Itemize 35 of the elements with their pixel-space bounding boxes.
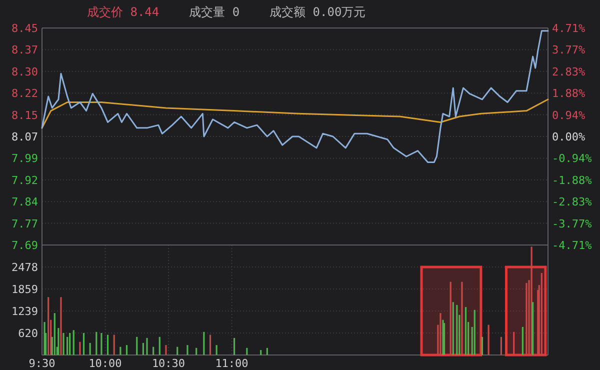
x-tick-label: 11:00 [215, 357, 248, 370]
text: 成交量 0 [189, 5, 240, 19]
y-tick-label: 1239 [12, 305, 38, 318]
y-tick-label: 7.77 [12, 217, 38, 230]
y-tick-label: 8.22 [12, 87, 38, 100]
y-tick-label: 8.37 [12, 44, 38, 57]
y-tick-label: 7.92 [12, 174, 38, 187]
y-tick-label: 8.07 [12, 130, 38, 144]
text: 成交价 8.44 [87, 5, 160, 19]
y-tick-label: 2478 [12, 261, 38, 274]
y-tick-label: 8.15 [12, 108, 38, 122]
line-series [41, 30, 549, 163]
y2-tick-label: -0.94% [552, 152, 592, 166]
y2-tick-label: 2.83% [552, 65, 586, 78]
y2-tick-label: 0.94% [552, 108, 586, 122]
y-tick-label: 8.45 [12, 22, 38, 35]
y2-tick-label: -3.77% [552, 217, 592, 230]
y-tick-label: 1859 [12, 282, 38, 296]
y2-tick-label: -1.88% [552, 174, 592, 187]
line-series [41, 98, 549, 129]
y2-tick-label: -2.83% [552, 196, 592, 209]
x-tick-label: 10:30 [152, 357, 186, 370]
text: 成交额 0.00万元 [270, 5, 366, 19]
x-tick-label: 10:00 [88, 357, 122, 370]
y2-tick-label: 3.77% [552, 44, 586, 57]
y2-tick-label: 0.00% [552, 130, 586, 144]
y2-tick-label: 4.71% [552, 22, 586, 35]
y-tick-label: 8.30 [12, 65, 38, 78]
x-tick-label: 9:30 [28, 357, 56, 370]
y-tick-label: 7.99 [12, 152, 38, 166]
y-tick-label: 620 [18, 326, 38, 340]
y-tick-label: 7.69 [12, 239, 38, 252]
y-tick-label: 7.84 [12, 196, 38, 209]
y2-tick-label: -4.71% [552, 239, 592, 252]
y2-tick-label: 1.88% [552, 87, 586, 100]
